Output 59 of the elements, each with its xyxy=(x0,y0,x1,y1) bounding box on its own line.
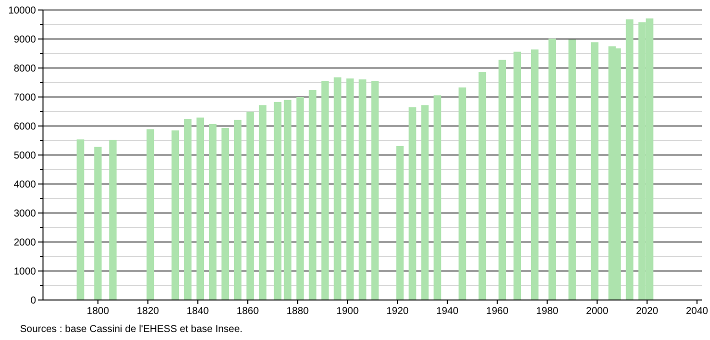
bar xyxy=(258,105,266,300)
bar xyxy=(94,146,102,300)
x-tick-label: 1900 xyxy=(336,306,360,317)
y-tick-label: 3000 xyxy=(14,208,36,220)
bar xyxy=(109,140,117,300)
bar xyxy=(246,112,254,300)
bar xyxy=(196,118,204,300)
x-tick-label: 2040 xyxy=(686,306,709,317)
bar xyxy=(209,124,216,300)
bar xyxy=(184,119,192,300)
bar xyxy=(421,105,429,300)
bar xyxy=(296,97,304,300)
x-tick-label: 2020 xyxy=(636,306,659,317)
bar xyxy=(146,129,154,300)
bar xyxy=(408,107,416,300)
y-tick-label: 5000 xyxy=(14,150,36,162)
bar xyxy=(478,72,486,300)
bar xyxy=(234,120,242,300)
bar xyxy=(274,102,282,300)
bar xyxy=(531,49,538,300)
bar xyxy=(321,81,329,300)
bar xyxy=(334,77,342,300)
bar xyxy=(514,52,522,300)
y-tick-label: 6000 xyxy=(14,122,36,132)
x-tick-label: 1940 xyxy=(436,306,459,317)
bar xyxy=(172,130,180,300)
bar xyxy=(568,40,576,300)
x-tick-label: 1920 xyxy=(386,306,410,317)
x-tick-label: 1860 xyxy=(236,306,260,317)
bar xyxy=(458,87,466,300)
bar xyxy=(396,146,404,300)
y-tick-label: 8000 xyxy=(14,64,36,74)
y-tick-label: 0 xyxy=(30,296,36,306)
bar xyxy=(308,90,316,300)
x-tick-label: 2000 xyxy=(586,306,609,317)
bar xyxy=(548,38,556,300)
y-tick-label: 2000 xyxy=(14,238,36,248)
source-note: Sources : base Cassini de l'EHESS et base Insee. xyxy=(20,324,243,335)
bar xyxy=(284,100,292,300)
x-tick-label: 1840 xyxy=(186,306,210,317)
bar xyxy=(358,79,366,300)
x-tick-label: 1880 xyxy=(286,306,310,317)
bar xyxy=(346,78,354,300)
x-tick-label: 1980 xyxy=(536,306,559,317)
y-tick-label: 9000 xyxy=(14,34,36,46)
bar xyxy=(221,128,229,300)
bar xyxy=(371,81,379,300)
x-tick-label: 1820 xyxy=(136,306,160,317)
bar xyxy=(626,19,634,300)
bar xyxy=(590,42,598,300)
x-tick-label: 1800 xyxy=(86,306,110,317)
y-tick-label: 4000 xyxy=(14,180,36,190)
bar xyxy=(498,60,506,300)
y-tick-label: 7000 xyxy=(14,92,36,104)
x-tick-label: 1960 xyxy=(486,306,509,317)
y-tick-label: 1000 xyxy=(14,266,36,278)
bar xyxy=(76,139,84,300)
bar xyxy=(434,95,442,300)
y-tick-label: 10000 xyxy=(8,6,36,16)
